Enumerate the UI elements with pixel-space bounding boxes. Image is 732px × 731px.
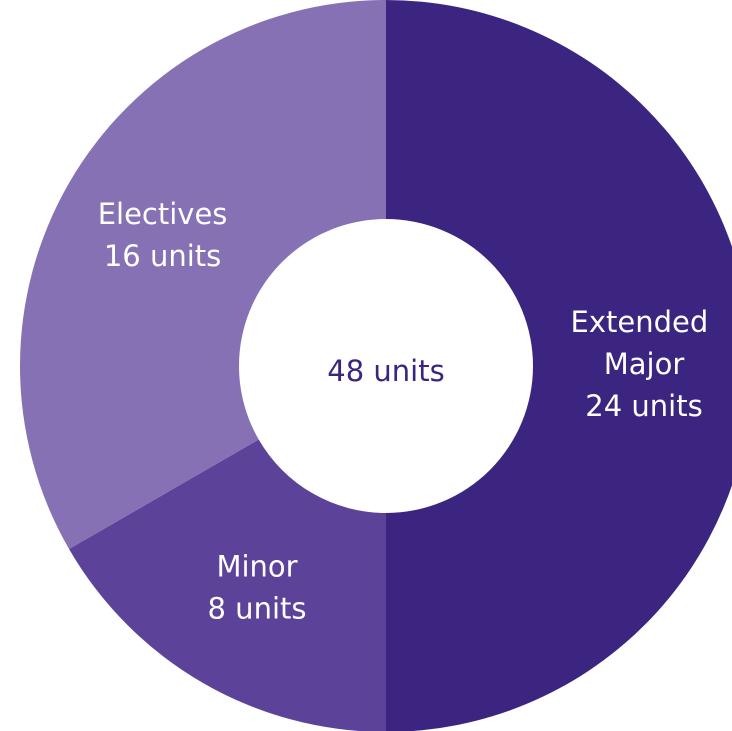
- slice-label: Electives: [98, 197, 228, 231]
- slice: [19, 0, 386, 549]
- slice: [386, 0, 732, 731]
- slice-label: Extended Major: [571, 305, 718, 381]
- value-label: 16 units: [104, 239, 221, 273]
- slices: [19, 0, 732, 731]
- center-label: 48 units: [327, 354, 444, 388]
- value-label: 8 units: [208, 591, 307, 625]
- slice-label: Minor: [216, 549, 297, 583]
- slice: [69, 439, 386, 731]
- value-label: 24 units: [585, 389, 702, 423]
